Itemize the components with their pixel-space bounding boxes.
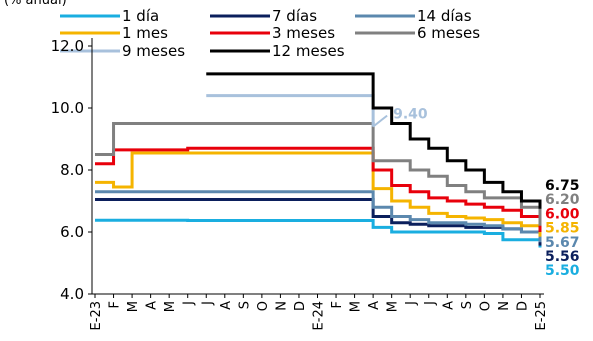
x-tick-label: O [478,301,493,311]
y-tick-label: 6.0 [60,223,84,241]
end-label: 5.85 [545,221,580,237]
x-tick-label: J [404,301,419,306]
end-label: 5.50 [545,263,580,279]
series-line-6 [206,94,375,127]
series-line-5 [95,122,542,226]
series-line-2 [95,190,542,243]
end-label: 9.40 [393,107,428,123]
legend: 1 día 7 días 14 días 1 mes 3 meses 6 meses 9 m… [60,7,480,60]
x-tick-label: E-25 [534,301,549,330]
x-tick-label: A [367,301,382,310]
x-tick-label: M [163,301,178,312]
x-tick-label: J [182,301,197,306]
end-label: 5.56 [545,249,580,265]
x-tick-label: M [126,301,141,312]
x-tick-label: M [386,301,401,312]
x-tick-label: S [237,301,252,309]
x-tick-label: A [219,301,234,310]
legend-label: 1 mes [122,24,168,42]
chart-subtitle: (% anual) [4,0,67,8]
legend-label: 3 meses [272,24,335,42]
x-tick-label: S [460,301,475,309]
y-tick-label: 8.0 [60,161,84,179]
x-tick-label: N [497,301,512,311]
legend-label: 1 día [122,7,159,25]
axes: 4.06.08.010.012.0E-23 F M A M J J A S O N D E-24 F M A M… [51,37,549,330]
legend-label: 14 días [417,7,472,25]
series-line-0 [95,218,542,248]
end-labels: 6.756.206.005.855.675.565.50 9.40 [372,107,580,279]
legend-label: 12 meses [272,42,345,60]
legend-label: 6 meses [417,24,480,42]
series-line-1 [95,197,542,246]
x-tick-label: A [441,301,456,310]
end-label: 6.20 [545,192,580,208]
series-line-7 [206,72,542,209]
callout-line [372,114,388,128]
end-label: 6.00 [545,206,580,222]
x-tick-label: J [423,301,438,306]
end-label: 6.75 [545,178,580,194]
x-tick-label: J [200,301,215,306]
x-tick-label: D [293,301,308,311]
x-tick-label: O [256,301,271,311]
legend-label: 7 días [272,7,317,25]
x-tick-label: F [330,301,345,308]
series-line-4 [95,146,542,232]
x-tick-label: F [108,301,123,308]
legend-label: 9 meses [122,42,185,60]
end-label: 5.67 [545,235,580,251]
x-tick-label: E-23 [89,301,104,330]
series-line-3 [95,151,542,237]
y-tick-label: 4.0 [60,285,84,303]
x-tick-label: N [274,301,289,311]
y-tick-label: 10.0 [51,99,84,117]
series-lines [95,72,542,248]
y-tick-label: 12.0 [51,37,84,55]
x-tick-label: D [515,301,530,311]
x-tick-label: E-24 [312,301,327,330]
x-tick-label: M [349,301,364,312]
x-tick-label: A [145,301,160,310]
